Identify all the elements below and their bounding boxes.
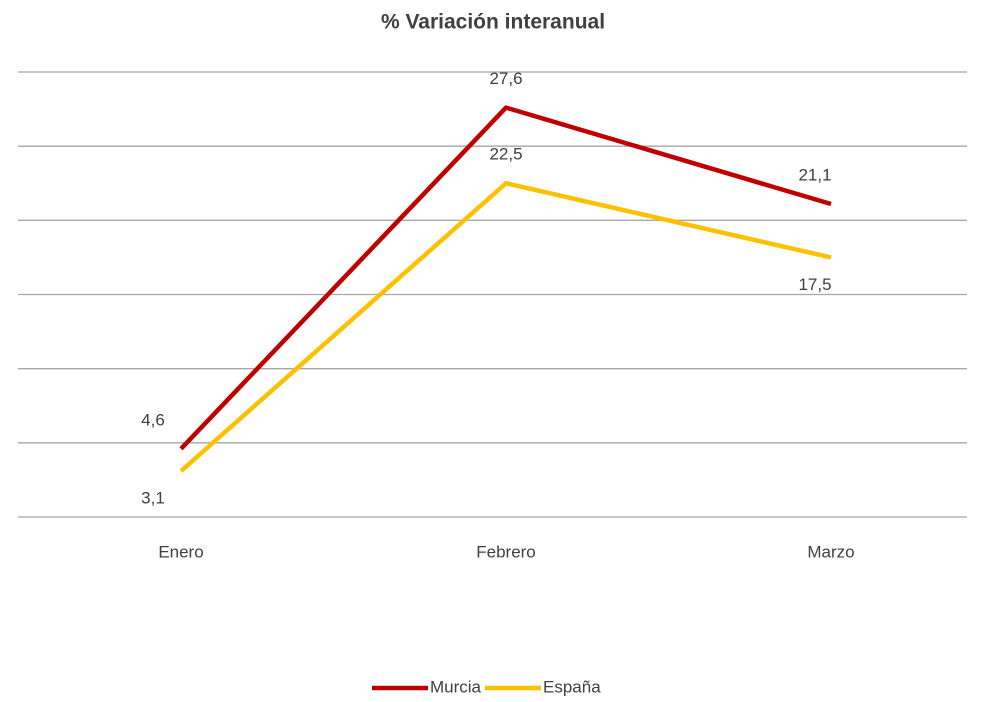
series-line — [179, 181, 832, 473]
data-label: 17,5 — [798, 275, 831, 294]
series-line — [179, 105, 832, 451]
x-tick-label: Febrero — [476, 542, 536, 561]
data-label: 21,1 — [798, 166, 831, 185]
x-tick-label: Enero — [158, 542, 203, 561]
data-label: 4,6 — [141, 410, 165, 429]
data-label: 27,6 — [489, 69, 522, 88]
chart-title: % Variación interanual — [381, 11, 605, 34]
legend-label: Murcia — [430, 677, 482, 696]
x-tick-label: Marzo — [807, 542, 854, 561]
data-label: 22,5 — [489, 145, 522, 164]
data-label: 3,1 — [141, 489, 165, 508]
legend-label: España — [543, 677, 601, 696]
